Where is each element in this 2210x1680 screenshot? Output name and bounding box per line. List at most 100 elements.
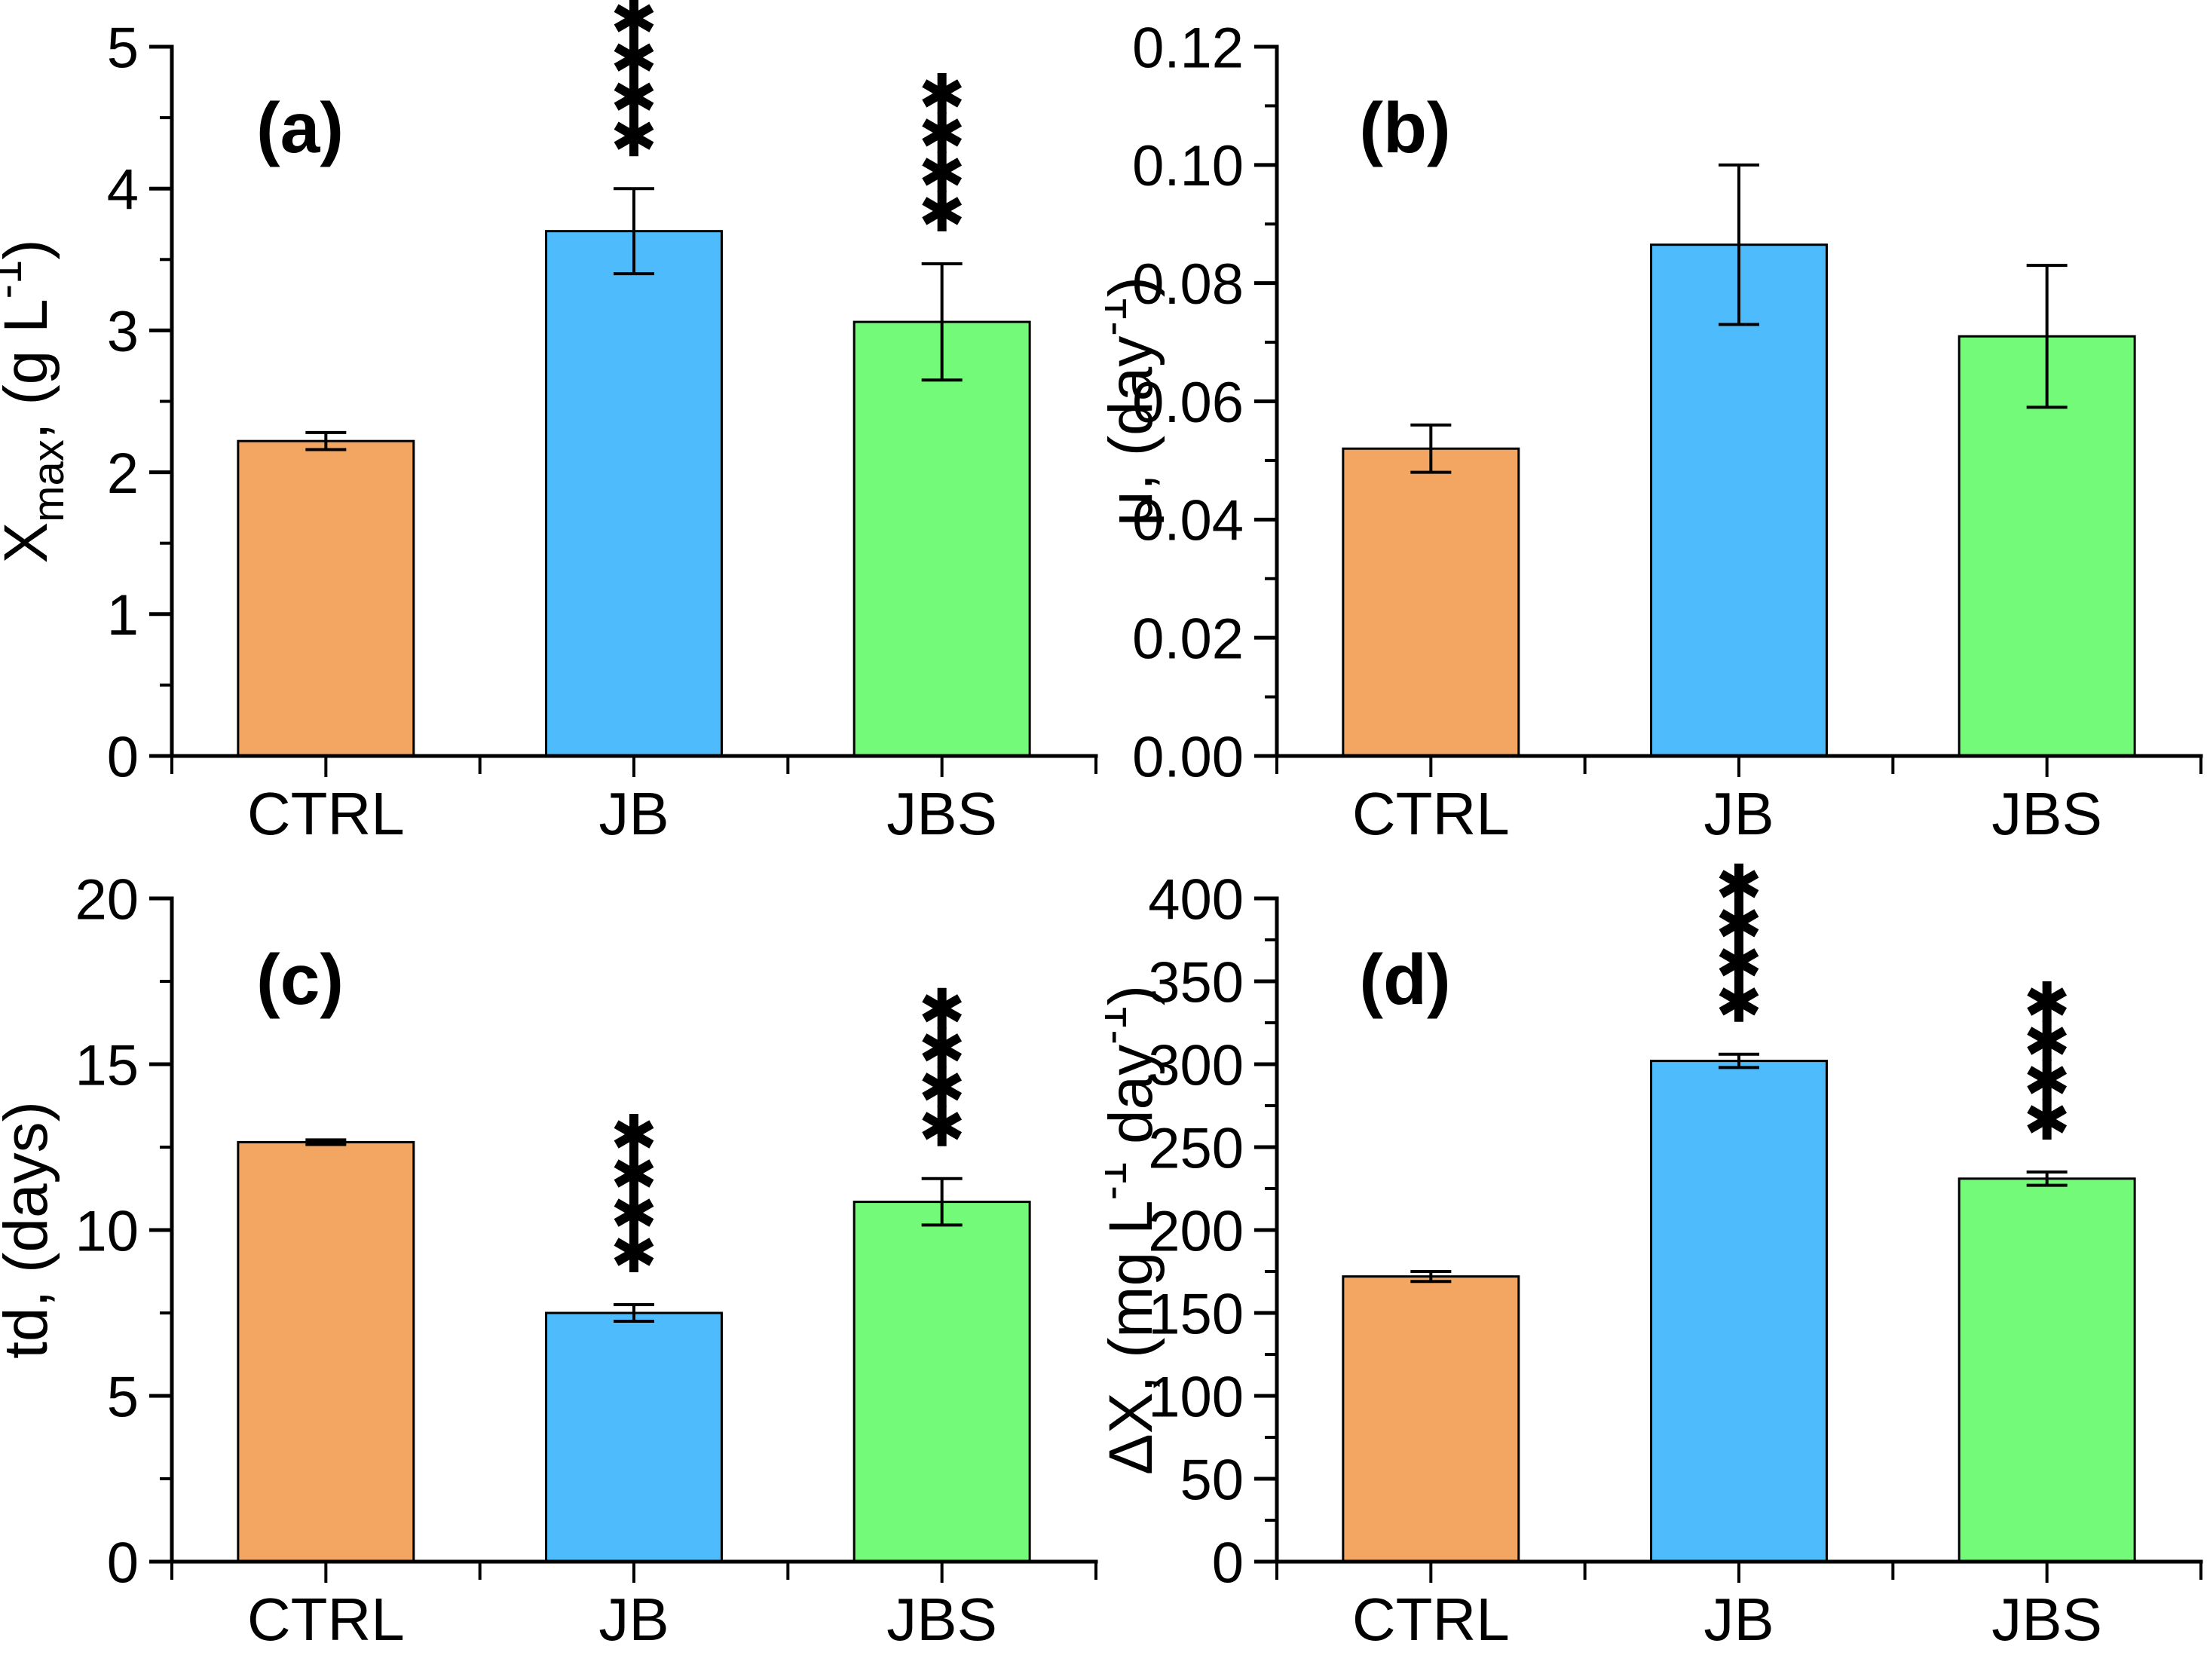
significance-stack-jb <box>614 0 654 157</box>
significance-stack-jbs <box>922 72 963 231</box>
y-tick-label: 10 <box>75 1199 139 1263</box>
bar-jb <box>1650 1060 1828 1563</box>
significance-asterisk <box>922 190 963 231</box>
y-tick-label: 15 <box>75 1033 139 1097</box>
bar-jbs <box>1957 1177 2136 1563</box>
chart-c: 0 5 10 15 20 CTRL JB JBS (c) td, (days) <box>0 868 1098 1653</box>
error-bar-jbs <box>921 1177 963 1227</box>
y-tick-label: 5 <box>107 1365 139 1429</box>
significance-asterisk <box>614 37 654 78</box>
panel-b: 0.00 0.02 0.04 0.06 0.08 0.10 0.12 CTRL JB JBS (b)… <box>1105 0 2210 840</box>
y-tick-label: 0.04 <box>1132 489 1244 553</box>
panel-letter: (c) <box>256 940 344 1020</box>
significance-asterisk <box>614 1192 654 1233</box>
significance-asterisk <box>2027 1021 2068 1061</box>
x-category-label: JBS <box>1991 780 2102 840</box>
y-axis-title: μ, (day-1​) <box>1105 277 1165 526</box>
chart-a: 0 1 2 3 4 5 CTRL JB JBS (a) Xmax​, (g L-1​) <box>0 0 1098 840</box>
significance-asterisk <box>1719 863 1759 904</box>
panel-d: 0 50 100 150 200 250 300 350 400 CTRL JB JBS (d) ΔX, … <box>1105 840 2210 1680</box>
y-tick-label: 350 <box>1148 950 1244 1014</box>
significance-asterisk <box>922 151 963 192</box>
panel-c: 0 5 10 15 20 CTRL JB JBS (c) td, (days) <box>0 840 1105 1680</box>
bar-jb <box>545 1311 723 1563</box>
bar-ctrl <box>237 1140 415 1563</box>
x-category-label: JB <box>598 1586 669 1653</box>
significance-stack-jbs <box>922 987 963 1146</box>
error-bar-jb <box>614 187 654 276</box>
y-tick-label: 0 <box>1212 1531 1244 1595</box>
x-category-label: JBS <box>886 780 997 840</box>
significance-asterisk <box>1719 981 1759 1022</box>
y-tick-label: 1 <box>107 583 139 647</box>
significance-stack-jb <box>1719 863 1759 1022</box>
panel-letter: (d) <box>1359 940 1450 1020</box>
significance-asterisk <box>1719 941 1759 983</box>
significance-asterisk <box>614 1232 654 1272</box>
y-tick-label: 3 <box>107 300 139 364</box>
bar-ctrl <box>237 439 415 757</box>
significance-asterisk <box>614 76 654 118</box>
y-tick-label: 50 <box>1180 1448 1244 1512</box>
panel-letter: (a) <box>256 88 344 168</box>
significance-stack-jb <box>614 1114 654 1272</box>
significance-asterisk <box>922 72 963 114</box>
y-tick-label: 2 <box>107 442 139 506</box>
panel-letter: (b) <box>1359 88 1450 168</box>
chart-d: 0 50 100 150 200 250 300 350 400 CTRL JB JBS (d) ΔX, … <box>1105 863 2203 1653</box>
y-tick-label: 5 <box>107 16 139 80</box>
x-category-label: JB <box>1703 1586 1774 1653</box>
significance-asterisk <box>922 112 963 153</box>
significance-asterisk <box>1719 902 1759 944</box>
y-tick-label: 0.00 <box>1132 725 1244 789</box>
error-bar-jb <box>614 1303 654 1323</box>
y-tick-label: 150 <box>1148 1282 1244 1346</box>
y-tick-label: 20 <box>75 868 139 932</box>
y-tick-label: 4 <box>107 158 139 222</box>
y-axis-title: td, (days) <box>0 1101 60 1359</box>
y-axis-title: ΔX, (mg L-1​ day-1​) <box>1105 985 1165 1475</box>
bar-jb <box>545 230 723 757</box>
y-tick-label: 0 <box>107 725 139 789</box>
x-category-label: CTRL <box>1352 1586 1510 1653</box>
y-tick-label: 0.06 <box>1132 371 1244 435</box>
significance-asterisk <box>2027 981 2068 1022</box>
bar-jbs <box>852 1201 1031 1563</box>
y-tick-label: 200 <box>1148 1199 1244 1263</box>
x-category-label: CTRL <box>247 1586 405 1653</box>
y-tick-label: 0.02 <box>1132 607 1244 672</box>
y-tick-label: 0.10 <box>1132 134 1244 198</box>
y-tick-label: 0 <box>107 1531 139 1595</box>
error-bar-jb <box>1719 163 1759 326</box>
y-tick-label: 0.08 <box>1132 252 1244 317</box>
significance-asterisk <box>922 987 963 1029</box>
y-axis-title: Xmax​, (g L-1​) <box>0 239 73 563</box>
bar-ctrl <box>1342 1275 1520 1563</box>
significance-stack-jbs <box>2027 981 2068 1140</box>
significance-asterisk <box>614 115 654 157</box>
significance-asterisk <box>2027 1099 2068 1140</box>
y-tick-label: 300 <box>1148 1033 1244 1097</box>
x-category-label: JBS <box>1991 1586 2102 1653</box>
error-bar-jbs <box>2026 264 2068 409</box>
error-bar-jbs <box>2026 1170 2068 1187</box>
y-tick-label: 100 <box>1148 1365 1244 1429</box>
error-bar-jbs <box>921 262 963 382</box>
significance-asterisk <box>614 0 654 39</box>
error-bar-ctrl <box>305 1138 347 1146</box>
y-tick-label: 0.12 <box>1132 16 1244 80</box>
bar-jb <box>1650 243 1828 757</box>
chart-b: 0.00 0.02 0.04 0.06 0.08 0.10 0.12 CTRL JB JBS (b)… <box>1105 16 2203 840</box>
panel-a: 0 1 2 3 4 5 CTRL JB JBS (a) Xmax​, (g L-1​) <box>0 0 1105 840</box>
y-tick-label: 250 <box>1148 1116 1244 1180</box>
significance-asterisk <box>614 1114 654 1155</box>
error-bar-ctrl <box>305 430 347 451</box>
significance-asterisk <box>922 1027 963 1068</box>
x-category-label: JB <box>598 780 669 840</box>
y-tick-label: 400 <box>1148 868 1244 932</box>
significance-asterisk <box>922 1105 963 1146</box>
significance-asterisk <box>2027 1060 2068 1100</box>
x-category-label: CTRL <box>247 780 405 840</box>
x-category-label: JB <box>1703 780 1774 840</box>
